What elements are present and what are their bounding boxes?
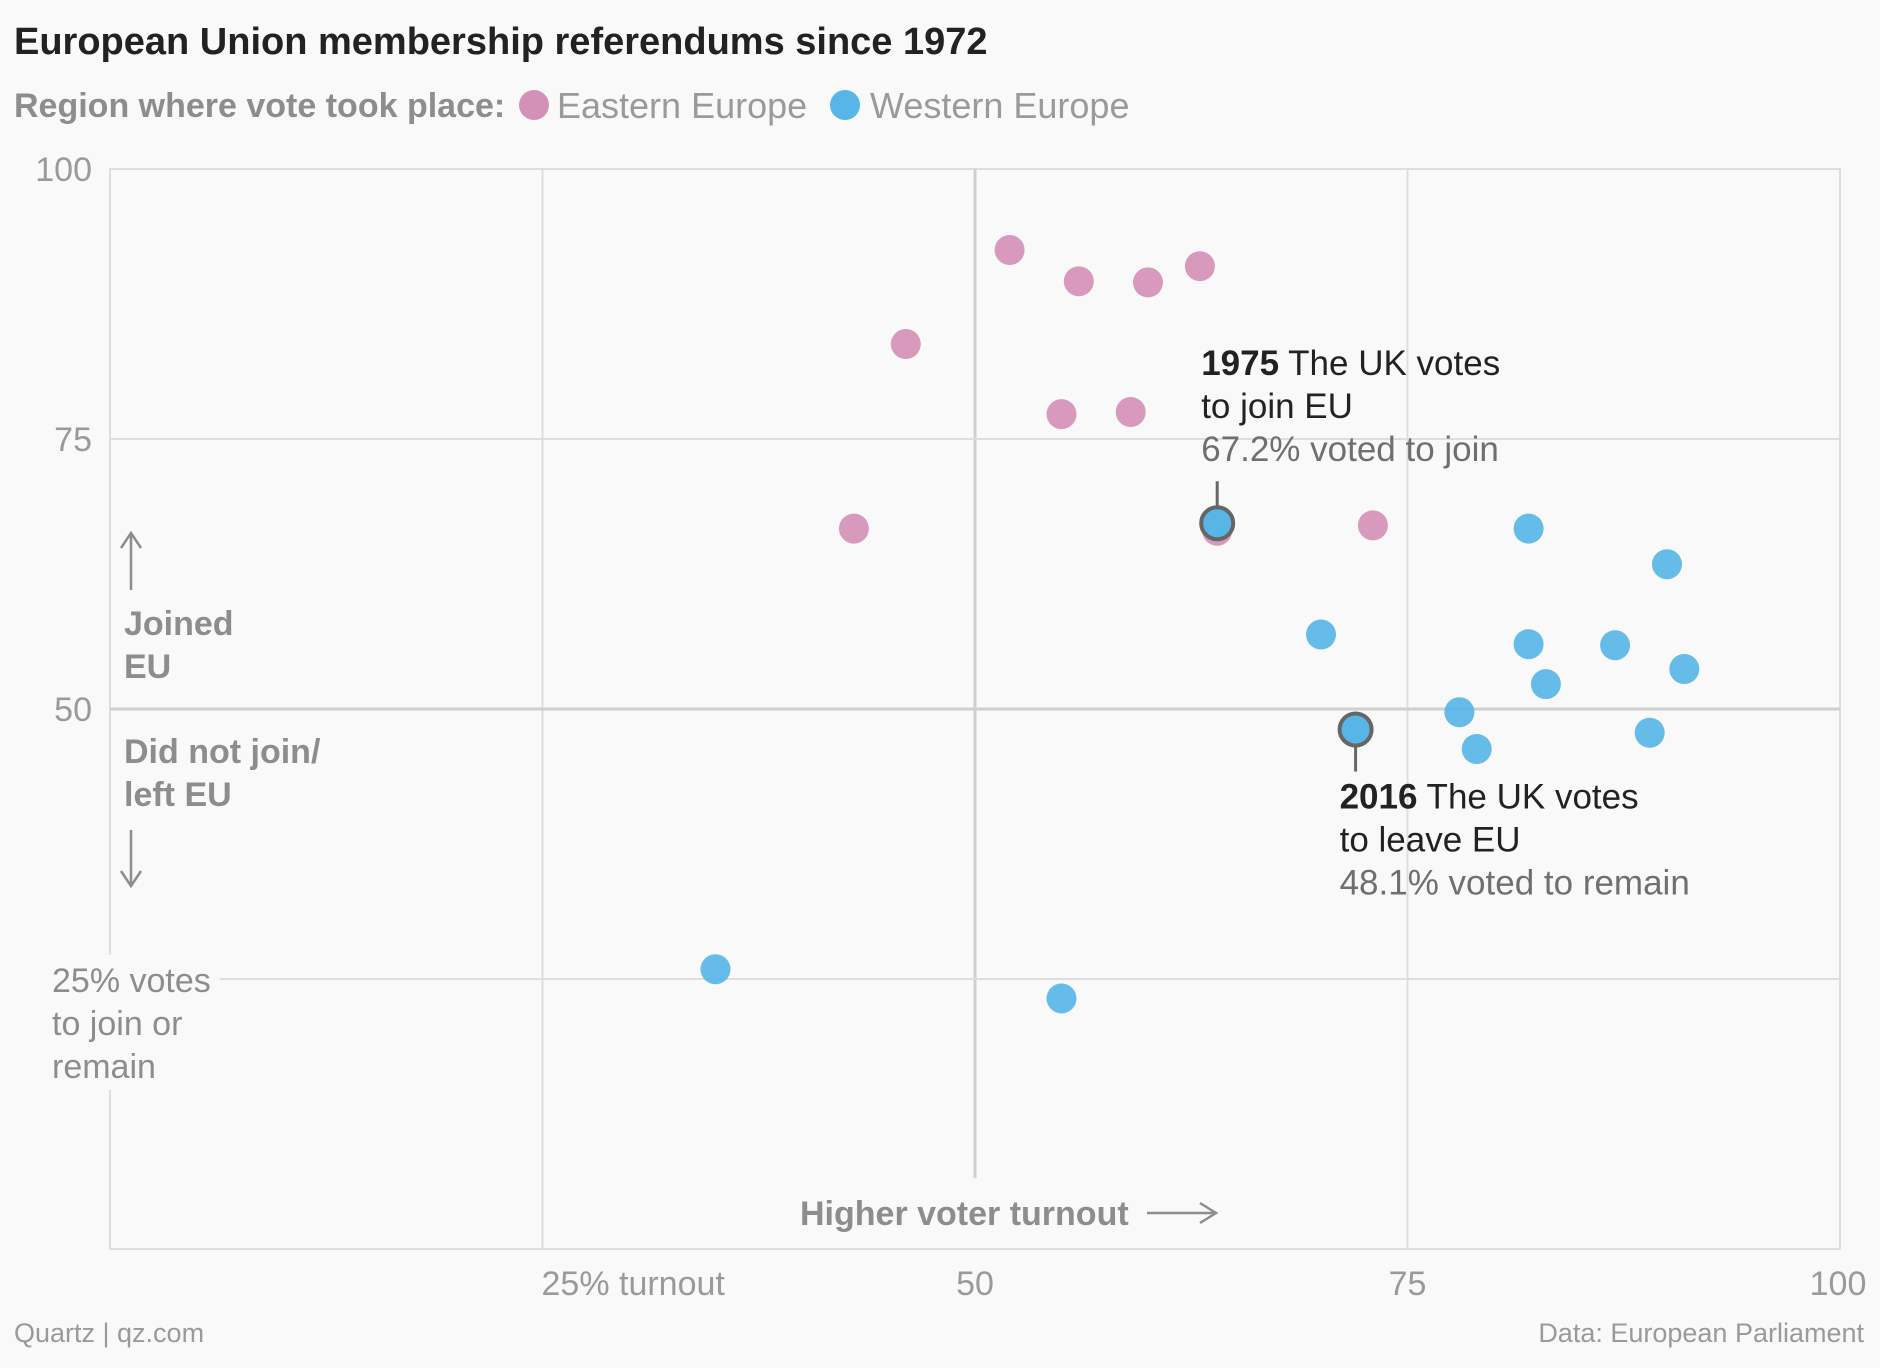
y-tick-label: 75 xyxy=(54,421,92,459)
point-eastern-europe xyxy=(1063,266,1094,297)
annotation-line-2: to join EU xyxy=(1201,387,1353,426)
upper-label-line-2: EU xyxy=(124,648,171,686)
point-eastern-europe xyxy=(1133,267,1163,298)
point-eastern-europe xyxy=(1184,251,1215,282)
footer-source: Quartz | qz.com xyxy=(14,1318,204,1348)
annotation-line-1: 1975 The UK votes xyxy=(1201,344,1500,383)
point-eastern-europe xyxy=(1115,397,1146,427)
annotation-line-1: 2016 The UK votes xyxy=(1340,778,1639,817)
grid xyxy=(109,168,1841,1250)
legend-entry-eastern: Eastern Europe xyxy=(557,85,807,126)
annotation-year: 1975 xyxy=(1201,344,1279,383)
point-western-europe xyxy=(1306,619,1336,650)
point-western-europe xyxy=(1513,513,1544,544)
upper-label-line-1: Joined xyxy=(124,605,234,643)
point-eastern-europe xyxy=(1357,510,1388,541)
y-note-line-1: 25% votes xyxy=(52,962,211,1000)
annotation-line-3: 67.2% voted to join xyxy=(1201,430,1499,469)
legend: Region where vote took place: Eastern Eu… xyxy=(14,85,1129,126)
y-tick-label: 50 xyxy=(54,691,92,729)
legend-entry-western: Western Europe xyxy=(870,85,1129,126)
x-label-backdrop xyxy=(790,1178,1230,1234)
annotation-year: 2016 xyxy=(1340,778,1418,817)
annotations: 1975 The UK votes to join EU 67.2% voted t… xyxy=(1199,344,1690,903)
point-western-europe xyxy=(1652,549,1682,580)
side-labels: Joined EU Did not join/ left EU xyxy=(119,530,321,889)
point-western-europe xyxy=(1634,717,1665,748)
x-tick-label: 25% turnout xyxy=(542,1265,726,1303)
up-arrow-head-icon xyxy=(119,530,143,549)
y-note-backdrop xyxy=(40,955,220,1090)
annotation-line-2: to leave EU xyxy=(1340,821,1521,860)
annotation-headline: The UK votes xyxy=(1279,344,1500,383)
axis-tick-labels: 25% turnout 50 75 100 100 75 50 xyxy=(35,151,1866,1303)
x-tick-label: 100 xyxy=(1810,1265,1867,1303)
x-tick-label: 50 xyxy=(956,1265,994,1303)
lower-label-line-1: Did not join/ xyxy=(124,733,321,771)
right-arrow-head-icon xyxy=(1199,1201,1219,1225)
x-tick-label: 75 xyxy=(1389,1265,1427,1303)
annotation-headline: The UK votes xyxy=(1417,778,1638,817)
point-western-europe xyxy=(1600,630,1631,661)
point-eastern-europe xyxy=(838,513,869,544)
point-eastern-europe xyxy=(890,328,921,359)
y-note-line-2: to join or xyxy=(52,1005,182,1043)
point-western-europe xyxy=(1530,669,1561,700)
footer-data-credit: Data: European Parliament xyxy=(1538,1318,1864,1348)
y-tick-label: 100 xyxy=(35,151,92,189)
point-western-europe xyxy=(1669,654,1700,685)
legend-swatch-eastern xyxy=(519,90,549,120)
point-eastern-europe xyxy=(994,235,1025,265)
annotation-line-3: 48.1% voted to remain xyxy=(1340,864,1690,903)
highlight-point xyxy=(1337,711,1374,748)
point-western-europe xyxy=(1461,733,1492,764)
point-western-europe xyxy=(700,954,731,985)
x-axis-title: Higher voter turnout xyxy=(800,1195,1129,1233)
x-axis-label: Higher voter turnout xyxy=(790,1178,1230,1234)
y-note: 25% votes to join or remain xyxy=(40,955,220,1090)
point-western-europe xyxy=(1444,697,1475,728)
point-western-europe xyxy=(1513,629,1544,660)
lower-label-line-2: left EU xyxy=(124,776,232,814)
point-western-europe xyxy=(1046,983,1077,1014)
y-note-line-3: remain xyxy=(52,1048,156,1086)
legend-label: Region where vote took place: xyxy=(14,87,505,125)
chart-title: European Union membership referendums si… xyxy=(14,21,988,63)
point-eastern-europe xyxy=(1046,399,1077,430)
down-arrow-head-icon xyxy=(119,870,143,889)
highlight-point xyxy=(1199,505,1236,542)
legend-swatch-western xyxy=(830,90,860,120)
